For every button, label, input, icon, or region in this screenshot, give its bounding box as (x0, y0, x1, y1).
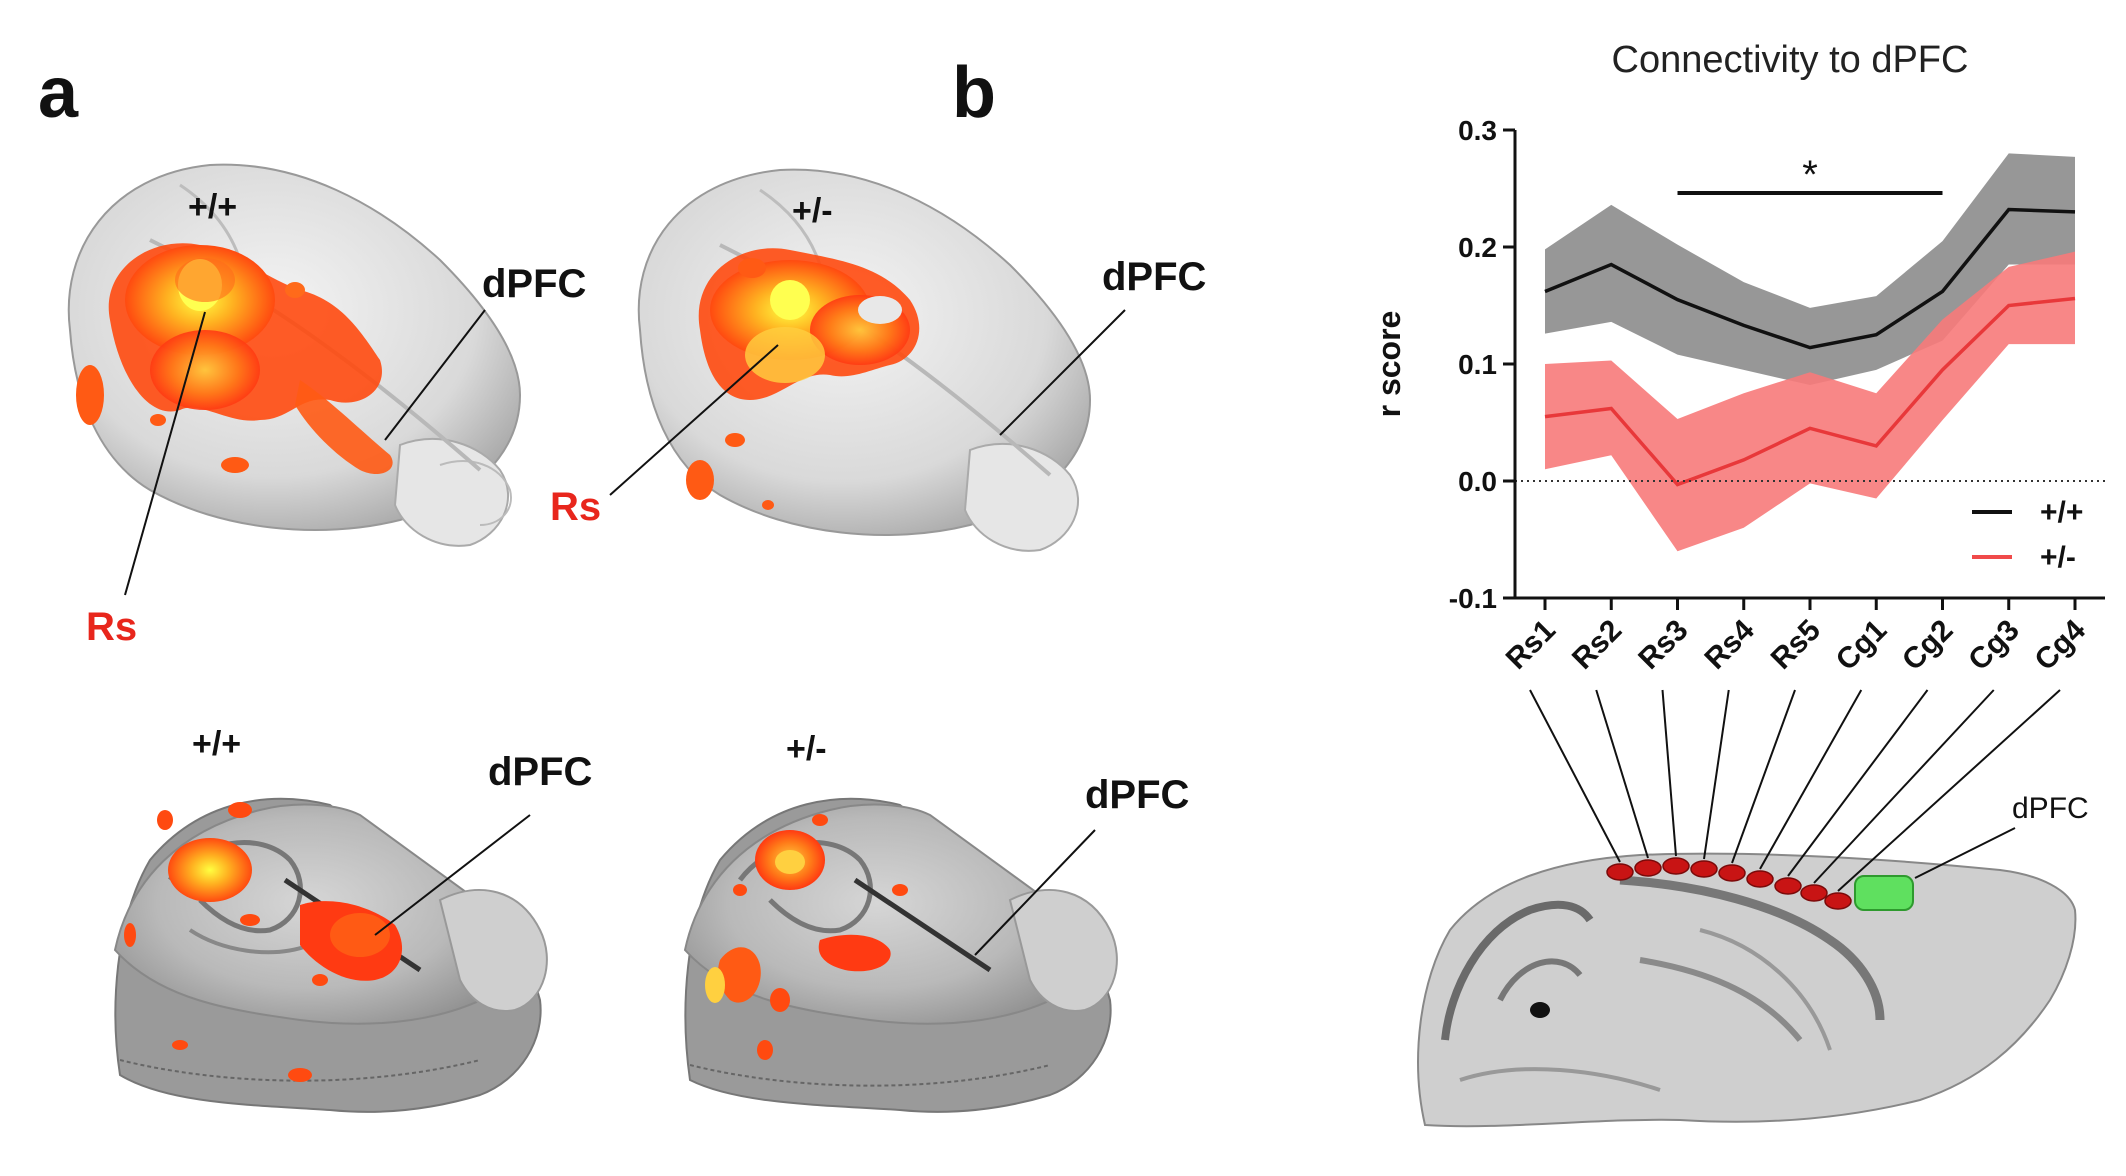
brain-4-genotype-label: +/- (786, 730, 827, 768)
seed-pointer-Rs1 (1529, 689, 1621, 863)
seed-pointer-lines (1529, 689, 2061, 892)
sagittal-brain-section (1417, 852, 2077, 1128)
y-tick-label-0.2: 0.2 (1458, 232, 1497, 263)
brain-3-dpfc-pointer (374, 814, 531, 936)
seed-Cg3 (1800, 884, 1828, 902)
significance-star: * (1802, 153, 1818, 197)
seed-Rs5 (1718, 864, 1746, 882)
y-tick-label-0.0: 0.0 (1458, 466, 1497, 497)
panel-a-label: a (38, 53, 79, 133)
x-tick-label-Cg3: Cg3 (1962, 614, 2025, 677)
seed-Cg2 (1774, 877, 1802, 895)
brain-1-rs-label: Rs (86, 605, 138, 649)
x-tick-label-Rs3: Rs3 (1632, 614, 1694, 676)
brain-1-rs-pointer (124, 311, 206, 596)
seed-pointer-Cg3 (1813, 689, 1995, 884)
legend-label-wt: +/+ (2040, 496, 2083, 529)
brain-3-activation (124, 802, 403, 1082)
brain-1-genotype-label: +/+ (188, 188, 238, 226)
seed-pointer-Rs4 (1703, 689, 1730, 860)
seed-Rs3 (1662, 857, 1690, 875)
brain-2-rs-pointer (609, 344, 779, 496)
brain-2-region-label: dPFC (1102, 255, 1207, 299)
x-tick-label-Rs1: Rs1 (1500, 614, 1562, 676)
series-band-het (1545, 251, 2075, 552)
seed-Cg4 (1824, 892, 1852, 910)
brain-4-dpfc-pointer (974, 829, 1096, 956)
brain-2-genotype-label: +/- (792, 192, 833, 230)
y-tick-label--0.1: -0.1 (1449, 583, 1497, 614)
brain-2-dpfc-pointer (999, 309, 1126, 436)
seed-pointer-Rs5 (1731, 689, 1796, 864)
seed-regions (1606, 857, 1852, 910)
x-tick-label-Cg2: Cg2 (1896, 614, 1959, 677)
brain-1-activation (76, 243, 393, 475)
seed-Rs2 (1634, 859, 1662, 877)
seed-pointer-Cg2 (1787, 689, 1929, 877)
seed-pointer-Cg4 (1837, 689, 2061, 892)
x-tick-label-Rs2: Rs2 (1566, 614, 1628, 676)
sagittal-dpfc-label: dPFC (2012, 792, 2089, 825)
x-tick-label-Cg4: Cg4 (2029, 613, 2093, 677)
dpfc-roi-pointer (1914, 827, 2016, 879)
seed-Rs1 (1606, 863, 1634, 881)
dpfc-roi (1854, 875, 1914, 911)
brain-1-dpfc-pointer (384, 309, 486, 441)
seed-pointer-Cg1 (1759, 689, 1863, 870)
y-tick-label-0.3: 0.3 (1458, 115, 1497, 146)
y-axis-label: r score (1371, 311, 1407, 418)
legend-label-het: +/- (2040, 541, 2076, 574)
seed-Cg1 (1746, 870, 1774, 888)
x-tick-label-Cg1: Cg1 (1830, 614, 1893, 677)
x-tick-label-Rs5: Rs5 (1765, 614, 1827, 676)
x-tick-label-Rs4: Rs4 (1698, 613, 1760, 675)
brain-2-activation (686, 248, 920, 510)
brain-4-activation (705, 814, 908, 1060)
brain-4-region-label: dPFC (1085, 773, 1190, 817)
panel-b-label: b (952, 53, 996, 133)
brain-1-region-label: dPFC (482, 262, 587, 306)
y-tick-label-0.1: 0.1 (1458, 349, 1497, 380)
chart-title: Connectivity to dPFC (1612, 39, 1969, 81)
brain-3-region-label: dPFC (488, 750, 593, 794)
seed-pointer-Rs2 (1595, 689, 1649, 859)
seed-pointer-Rs3 (1661, 689, 1677, 857)
seed-Rs4 (1690, 860, 1718, 878)
brain-3-genotype-label: +/+ (192, 725, 242, 763)
brain-2-rs-label: Rs (550, 485, 602, 529)
